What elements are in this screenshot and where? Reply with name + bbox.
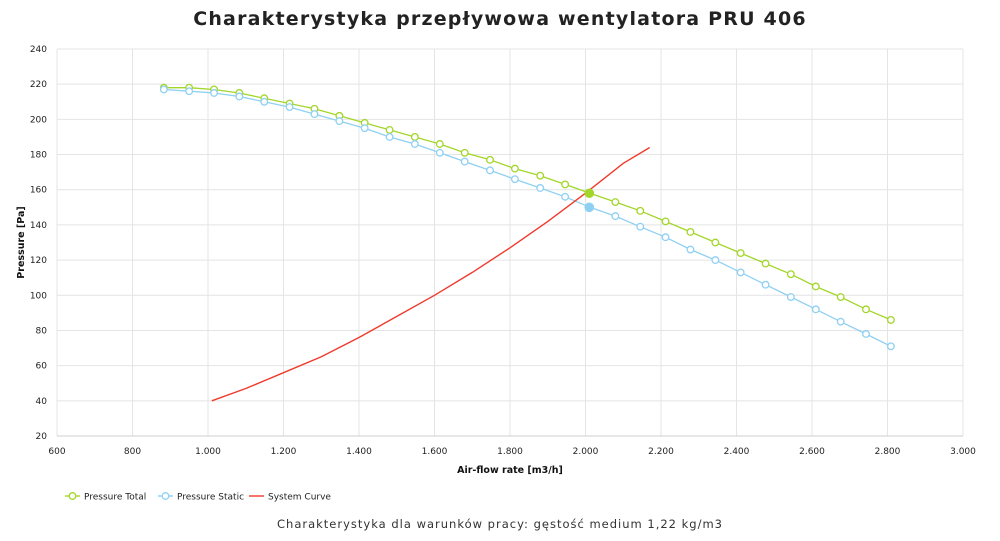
x-tick-label: 2.400 xyxy=(724,447,750,457)
pressure-static-point xyxy=(536,184,545,192)
pressure-static-point xyxy=(636,222,645,231)
pressure-static-point xyxy=(385,133,394,141)
y-tick-label: 180 xyxy=(30,151,47,161)
pressure-static-legend-marker xyxy=(161,492,170,500)
pressure-static-point xyxy=(310,110,319,119)
y-tick-label: 20 xyxy=(36,432,48,442)
pressure-total-point xyxy=(811,282,820,291)
pressure-total-point xyxy=(686,227,695,236)
system-curve-legend-label: System Curve xyxy=(268,493,331,503)
pressure-total-point xyxy=(786,270,795,279)
pressure-total-point xyxy=(435,140,444,148)
pressure-static-point xyxy=(611,212,620,221)
pressure-total-point xyxy=(410,133,419,141)
pressure-static-point xyxy=(185,87,194,96)
y-tick-label: 220 xyxy=(30,80,47,90)
pressure-static-point xyxy=(736,268,745,277)
chart-axes: 20 40 60 80 100 120 140 160 180 200 220 240 600 800 1.… xyxy=(16,45,976,476)
pressure-total-point xyxy=(561,180,570,189)
y-tick-label: 60 xyxy=(36,362,48,372)
pressure-total-point xyxy=(611,198,620,206)
pressure-static-point xyxy=(260,97,269,106)
y-tick-label: 140 xyxy=(30,221,47,231)
pressure-static-point xyxy=(235,92,244,101)
pressure-static-point xyxy=(335,117,344,126)
y-tick-label: 160 xyxy=(30,186,47,196)
x-tick-label: 600 xyxy=(48,447,65,457)
y-tick-label: 40 xyxy=(36,397,48,407)
x-tick-label: 1.800 xyxy=(497,447,523,457)
pressure-total-point xyxy=(460,148,469,157)
pressure-static-point xyxy=(210,89,218,97)
chart-title: Charakterystyka przepływowa wentylatora … xyxy=(193,8,807,30)
y-tick-label: 100 xyxy=(30,291,47,301)
pressure-total-point xyxy=(836,293,845,301)
pressure-total-point xyxy=(736,249,745,258)
x-tick-label: 1.600 xyxy=(422,447,448,457)
x-tick-label: 1.200 xyxy=(271,447,297,457)
pressure-static-operating-point xyxy=(584,202,595,213)
pressure-static-point xyxy=(510,175,519,184)
pressure-static-point xyxy=(686,245,695,254)
pressure-static-point xyxy=(360,124,369,133)
pressure-total-point xyxy=(862,305,870,314)
pressure-total-point xyxy=(711,238,720,247)
pressure-static-point xyxy=(711,256,720,265)
x-tick-label: 2.600 xyxy=(799,447,825,457)
pressure-static-point xyxy=(836,317,845,326)
y-axis-label: Pressure [Pa] xyxy=(16,206,27,278)
pressure-total-point xyxy=(536,171,545,180)
x-tick-label: 1.400 xyxy=(346,447,372,457)
pressure-static-point xyxy=(435,148,444,157)
x-tick-label: 2.000 xyxy=(573,447,599,457)
pressure-static-point xyxy=(862,330,870,338)
pressure-total-legend-label: Pressure Total xyxy=(84,493,146,503)
chart-series xyxy=(159,83,895,402)
pressure-static-point xyxy=(486,166,494,175)
x-tick-label: 800 xyxy=(124,447,141,457)
pressure-static-point xyxy=(886,342,895,351)
x-tick-label: 1.000 xyxy=(195,447,221,457)
y-tick-label: 200 xyxy=(30,115,47,125)
chart-grid xyxy=(56,48,964,437)
pressure-total-operating-point xyxy=(584,188,595,199)
pressure-static-point xyxy=(460,157,469,166)
pressure-total-point xyxy=(661,217,670,226)
y-tick-label: 80 xyxy=(36,326,48,336)
chart-legend: Pressure Total Pressure Static System Curv… xyxy=(65,492,331,503)
pressure-total-point xyxy=(510,164,519,173)
pressure-total-point xyxy=(761,259,770,268)
pressure-static-point xyxy=(159,85,168,94)
y-tick-label: 120 xyxy=(30,256,47,266)
pressure-total-line xyxy=(163,87,892,321)
pressure-total-point xyxy=(636,206,645,215)
x-tick-label: 2.800 xyxy=(875,447,901,457)
pressure-static-line xyxy=(163,88,892,347)
pressure-static-legend-label: Pressure Static xyxy=(177,493,244,503)
system-curve-line xyxy=(211,146,651,402)
pressure-total-legend-marker xyxy=(68,492,77,500)
pressure-static-point xyxy=(410,140,419,148)
pressure-static-point xyxy=(285,103,294,111)
pressure-static-point xyxy=(761,280,770,289)
pressure-total-point xyxy=(886,315,895,324)
x-tick-label: 3.000 xyxy=(950,447,976,457)
x-tick-label: 2.200 xyxy=(648,447,674,457)
x-axis-label: Air-flow rate [m3/h] xyxy=(457,465,563,476)
pressure-static-point xyxy=(811,305,820,314)
chart-subtitle: Charakterystyka dla warunków pracy: gęst… xyxy=(277,517,723,531)
pressure-total-point xyxy=(385,125,394,134)
pressure-static-point xyxy=(661,233,670,242)
pressure-static-point xyxy=(561,192,570,201)
y-tick-label: 240 xyxy=(30,45,47,55)
pressure-static-point xyxy=(786,293,795,301)
pressure-total-point xyxy=(486,155,494,164)
